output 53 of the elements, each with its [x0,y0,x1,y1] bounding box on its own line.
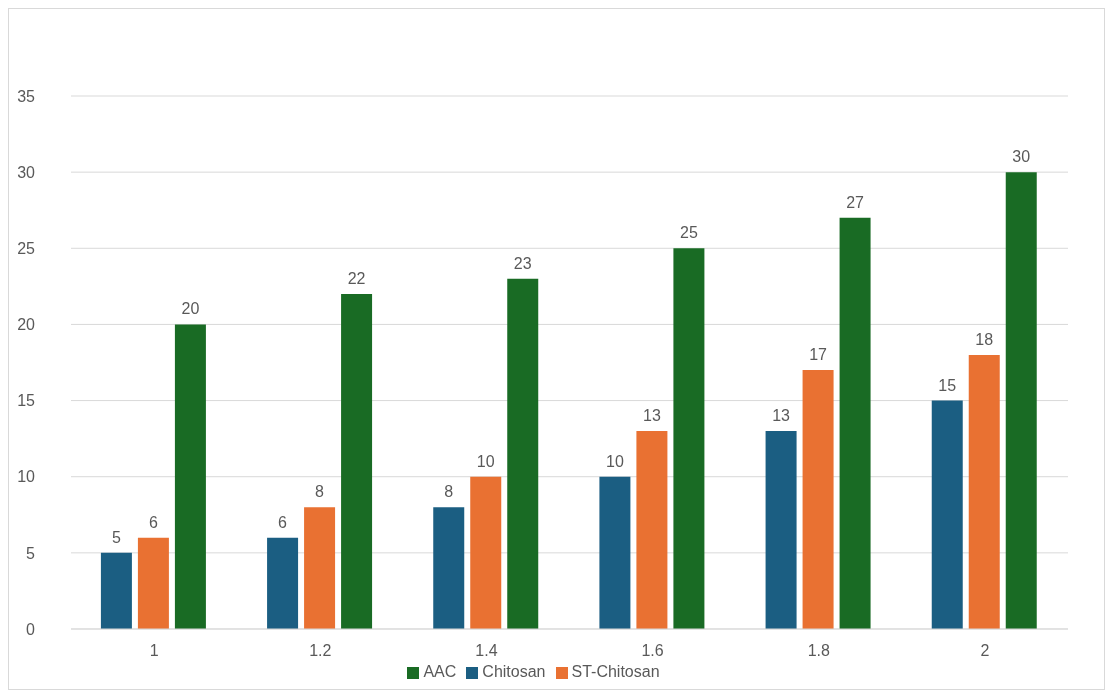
bar [341,293,373,629]
data-label: 23 [513,254,532,272]
data-label: 22 [347,269,366,287]
bar [599,476,631,629]
data-label: 10 [476,452,495,470]
x-tick-label: 1.6 [641,642,664,660]
y-tick-label: 25 [17,239,36,257]
y-tick-label: 30 [17,163,36,181]
data-label: 8 [444,483,454,501]
y-tick-label: 35 [17,87,36,105]
data-label: 27 [846,193,865,211]
y-tick-label: 20 [17,316,36,334]
x-tick-label: 1 [149,642,159,660]
bar [100,552,132,629]
data-label: 30 [1012,148,1031,166]
bar [1005,172,1037,629]
legend-label: AAC [423,663,457,680]
y-tick-label: 15 [17,392,36,410]
bar [636,431,668,629]
x-tick-label: 1.8 [807,642,830,660]
data-label: 5 [111,528,121,546]
bar [765,431,797,629]
legend-label: Chitosan [482,663,546,680]
data-label: 6 [148,513,158,531]
bar [470,476,502,629]
data-label: 20 [181,300,200,318]
data-label: 18 [975,330,994,348]
data-label: 10 [606,452,624,470]
bar [968,354,1000,629]
y-tick-label: 5 [26,544,36,562]
data-label: 13 [643,407,661,425]
bar [174,324,206,629]
bar [931,400,963,629]
y-tick-label: 0 [26,620,36,638]
x-tick-label: 1.2 [309,642,332,660]
x-tick-label: 1.4 [475,642,498,660]
bar [433,507,465,629]
bar [839,217,871,629]
legend-label: ST-Chitosan [571,663,660,680]
bar [802,370,834,629]
data-label: 25 [680,224,698,242]
bar [304,507,336,629]
data-label: 13 [772,407,791,425]
bar [673,248,705,629]
data-label: 6 [278,513,288,531]
y-tick-label: 10 [17,468,36,486]
bar [507,278,539,629]
data-label: 17 [809,346,828,364]
bar [137,537,169,629]
data-label: 8 [315,483,325,501]
x-tick-label: 2 [980,642,990,660]
bar [267,537,299,629]
data-label: 15 [938,376,957,394]
